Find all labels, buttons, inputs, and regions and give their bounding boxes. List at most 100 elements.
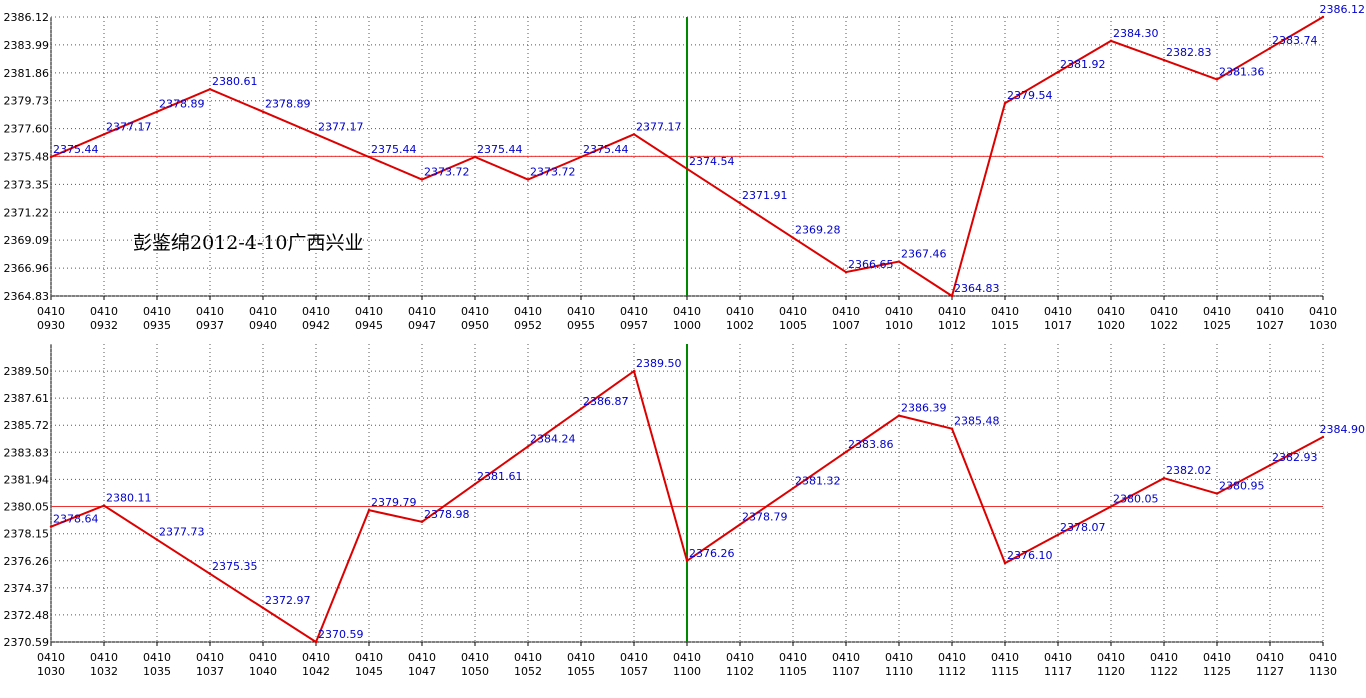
chart-annotation: 彭鉴绵2012-4-10广西兴业 [133, 232, 363, 254]
x-tick-label-date: 0410 [37, 651, 65, 664]
x-tick-label-date: 0410 [90, 305, 118, 318]
x-tick-label-time: 1127 [1256, 665, 1284, 678]
y-tick-label: 2369.09 [4, 234, 50, 247]
x-tick-label-time: 0932 [90, 319, 118, 332]
x-tick-label-date: 0410 [1044, 651, 1072, 664]
x-tick-label-time: 1025 [1203, 319, 1231, 332]
data-label: 2376.26 [689, 547, 735, 560]
x-tick-label-date: 0410 [408, 305, 436, 318]
y-tick-label: 2381.94 [4, 473, 50, 486]
x-tick-label-time: 1100 [673, 665, 701, 678]
x-tick-label-date: 0410 [885, 305, 913, 318]
x-tick-label-time: 1045 [355, 665, 383, 678]
x-tick-label-time: 0947 [408, 319, 436, 332]
y-tick-label: 2378.15 [4, 528, 50, 541]
data-label: 2379.79 [371, 496, 417, 509]
y-tick-label: 2383.99 [4, 39, 50, 52]
data-label: 2375.44 [53, 143, 99, 156]
data-point [208, 88, 212, 91]
x-tick-label-time: 1030 [1309, 319, 1337, 332]
x-tick-label-time: 0952 [514, 319, 542, 332]
x-tick-label-time: 1122 [1150, 665, 1178, 678]
data-label: 2379.54 [1007, 89, 1053, 102]
data-point [950, 294, 954, 298]
data-point [632, 369, 636, 373]
data-label: 2370.59 [318, 628, 364, 641]
x-tick-label-time: 1005 [779, 319, 807, 332]
data-label: 2386.12 [1320, 3, 1366, 16]
data-label: 2374.54 [689, 155, 735, 168]
data-point [49, 525, 53, 528]
y-tick-label: 2383.83 [4, 446, 50, 459]
data-point [1321, 15, 1325, 19]
data-point [102, 133, 106, 136]
data-label: 2381.36 [1219, 65, 1265, 78]
data-point [685, 559, 689, 562]
data-label: 2377.73 [159, 526, 205, 539]
data-label: 2380.95 [1219, 480, 1265, 493]
x-tick-label-date: 0410 [1097, 305, 1125, 318]
x-tick-label-date: 0410 [567, 651, 595, 664]
y-tick-label: 2364.83 [4, 290, 50, 303]
data-label: 2375.35 [212, 560, 258, 573]
data-point [473, 155, 477, 159]
data-label: 2380.11 [106, 492, 152, 505]
data-label: 2381.61 [477, 470, 523, 483]
data-point [791, 487, 795, 490]
x-tick-label-time: 0945 [355, 319, 383, 332]
x-tick-label-time: 1007 [832, 319, 860, 332]
x-tick-label-time: 1125 [1203, 665, 1231, 678]
x-tick-label-date: 0410 [620, 651, 648, 664]
x-tick-label-time: 0957 [620, 319, 648, 332]
x-tick-label-time: 1010 [885, 319, 913, 332]
data-point [314, 640, 318, 644]
x-tick-label-time: 0930 [37, 319, 65, 332]
data-point [1215, 492, 1219, 495]
x-tick-label-time: 1130 [1309, 665, 1337, 678]
y-tick-label: 2386.12 [4, 11, 50, 24]
data-label: 2378.89 [265, 98, 311, 111]
data-label: 2378.89 [159, 98, 205, 111]
data-point [1109, 39, 1113, 43]
x-tick-label-date: 0410 [1150, 305, 1178, 318]
data-label: 2385.48 [954, 415, 1000, 428]
x-tick-label-date: 0410 [249, 305, 277, 318]
x-tick-label-date: 0410 [938, 305, 966, 318]
x-tick-label-date: 0410 [567, 305, 595, 318]
y-tick-label: 2366.96 [4, 262, 50, 275]
x-tick-label-date: 0410 [355, 305, 383, 318]
x-tick-label-date: 0410 [726, 305, 754, 318]
data-point [1268, 46, 1272, 50]
y-tick-label: 2375.48 [4, 150, 50, 163]
data-label: 2371.91 [742, 189, 788, 202]
data-label: 2378.79 [742, 511, 788, 524]
x-tick-label-time: 0935 [143, 319, 171, 332]
data-point [685, 167, 689, 170]
x-tick-label-time: 1052 [514, 665, 542, 678]
x-tick-label-date: 0410 [1256, 305, 1284, 318]
x-tick-label-time: 1020 [1097, 319, 1125, 332]
data-point [261, 606, 265, 610]
x-tick-label-time: 1017 [1044, 319, 1072, 332]
data-label: 2378.64 [53, 513, 99, 526]
x-tick-label-time: 1115 [991, 665, 1019, 678]
data-label: 2384.30 [1113, 27, 1159, 40]
y-tick-label: 2387.61 [4, 392, 50, 405]
data-point [420, 178, 424, 181]
x-tick-label-date: 0410 [1150, 651, 1178, 664]
x-tick-label-time: 1057 [620, 665, 648, 678]
data-point [526, 178, 530, 181]
x-tick-label-time: 1042 [302, 665, 330, 678]
x-tick-label-time: 0955 [567, 319, 595, 332]
data-point [526, 445, 530, 448]
y-tick-label: 2379.73 [4, 95, 50, 108]
data-label: 2372.97 [265, 594, 311, 607]
data-point [897, 414, 901, 417]
data-point [579, 155, 583, 159]
x-tick-label-time: 1032 [90, 665, 118, 678]
data-label: 2389.50 [636, 357, 682, 370]
data-label: 2382.93 [1272, 451, 1318, 464]
x-tick-label-date: 0410 [673, 305, 701, 318]
data-label: 2382.83 [1166, 46, 1212, 59]
x-tick-label-date: 0410 [620, 305, 648, 318]
